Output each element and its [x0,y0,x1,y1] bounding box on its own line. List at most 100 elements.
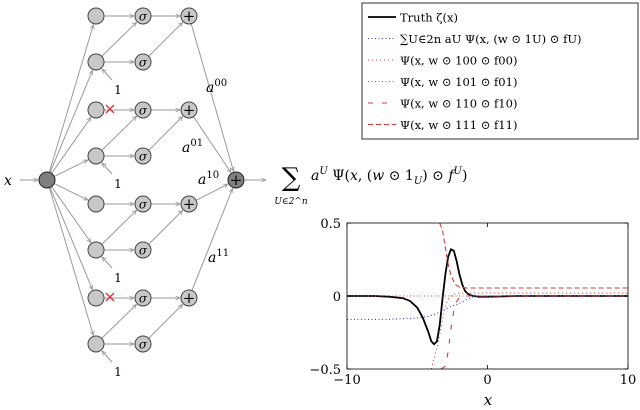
edge-e-1 [148,116,183,151]
edge-input-0 [48,25,93,173]
legend: Truth ζ(x) ∑U∈2n aU Ψ(x, (w ⊙ 1U) ⊙ fU) Ψ(… [361,2,639,140]
sigma-node [134,53,152,71]
edge-e-3 [148,304,183,339]
sigma-symbol: σ [139,244,148,258]
legend-label: Ψ(x, w ⊙ 111 ⊙ f11) [400,118,517,132]
branch-label-a01: a01 [182,138,203,156]
sum-symbol: ∑ [282,163,301,193]
sigma-symbol: σ [139,292,148,306]
branch-label-a10: a10 [198,170,219,188]
sigma-symbol: σ [139,104,148,118]
plus-node [180,7,198,25]
bias-edge [102,351,113,363]
edge-c-0 [101,22,137,57]
sigma-node [134,195,152,213]
input-neuron [87,7,105,25]
sigma-node [134,147,152,165]
series-line-1 [347,295,628,320]
legend-label: ∑U∈2n aU Ψ(x, (w ⊙ 1U) ⊙ fU) [400,32,582,46]
y-tick-label: 0 [333,290,341,305]
edge-input-1 [49,70,92,173]
edge-out-1 [193,116,231,173]
sigma-node [134,7,152,25]
input-neuron [87,53,105,71]
input-label: x [4,173,12,189]
plus-symbol: + [183,7,196,25]
plus-node [180,101,198,119]
bias-edge [102,69,113,81]
edge-e-2 [148,210,183,245]
prune-cross [105,292,115,302]
plus-symbol: + [183,101,196,119]
x-tick-label: 0 [483,373,491,388]
sigma-symbol: σ [139,198,148,212]
sigma-symbol: σ [139,56,148,70]
sigma-symbol: σ [139,150,148,164]
edge-input-3 [53,159,88,177]
edge-out-3 [191,188,233,291]
legend-entry: Ψ(x, w ⊙ 111 ⊙ f11) [368,118,517,132]
sigma-node [134,335,152,353]
legend-frame [361,2,639,140]
plus-symbol: + [183,195,196,213]
edge-input-6 [49,187,92,289]
y-tick-label: 0.5 [320,217,341,232]
plus-symbol: + [183,289,196,307]
branch-label-a11: a11 [208,248,229,266]
bias-edge [102,163,113,175]
edge-input-7 [48,187,93,336]
sigma-node [134,289,152,307]
sigma-node [134,241,152,259]
legend-entry: Ψ(x, w ⊙ 110 ⊙ f10) [368,97,517,111]
legend-label: Ψ(x, w ⊙ 110 ⊙ f10) [400,97,517,111]
edge-input-2 [51,117,91,174]
edge-input-5 [51,186,91,243]
series-line-4 [440,295,628,369]
edge-c-3 [101,304,137,339]
plus-node [180,195,198,213]
input-neuron [87,195,105,213]
legend-entry: ∑U∈2n aU Ψ(x, (w ⊙ 1U) ⊙ fU) [368,32,582,46]
legend-entry: Truth ζ(x) [368,11,458,25]
bias-label: 1 [114,271,122,285]
sigma-symbol: σ [139,10,148,24]
prune-cross [105,104,115,114]
x-axis-label: x [484,391,493,409]
input-neuron [87,101,105,119]
bias-label: 1 [114,83,122,97]
input-neuron [87,289,105,307]
x-tick-label: 10 [620,373,637,388]
input-neuron [87,335,105,353]
sum-index: U∈2^n [274,197,308,207]
edge-out-2 [195,183,228,201]
series-line-2 [430,292,628,369]
y-tick-label: −0.5 [309,363,341,378]
input-neuron [87,241,105,259]
output-expression: aU Ψ(x, (w ⊙ 1U) ⊙ fU) [311,166,467,187]
edge-c-2 [101,210,137,245]
x-tick-label: −10 [333,373,360,388]
network-diagram: x σ σ σ σ σ σ σ σ + + + + +1 1 1 1 a00 a01 a10 a11 ∑ U∈2^naU Ψ… [4,7,467,379]
edge-c-1 [101,116,137,151]
bias-label: 1 [114,365,122,379]
input-node [38,171,56,189]
legend-label: Ψ(x, w ⊙ 100 ⊙ f00) [400,54,517,68]
legend-label: Ψ(x, w ⊙ 101 ⊙ f01) [400,75,517,89]
edge-out-0 [190,23,233,172]
series-line-0 [347,248,628,346]
input-neuron [87,147,105,165]
chart: −10 0 10 −0.5 0 0.5 x [309,217,636,409]
legend-entry: Ψ(x, w ⊙ 101 ⊙ f01) [368,75,517,89]
plus-node [180,289,198,307]
bias-edge [102,257,113,269]
sigma-node [134,101,152,119]
output-plus-symbol: + [230,171,243,189]
series-line-5 [439,223,628,289]
edge-e-0 [148,22,183,57]
edge-input-4 [53,183,88,201]
bias-label: 1 [114,177,122,191]
legend-entry: Ψ(x, w ⊙ 100 ⊙ f00) [368,54,517,68]
legend-label: Truth ζ(x) [400,11,458,25]
sigma-symbol: σ [139,338,148,352]
